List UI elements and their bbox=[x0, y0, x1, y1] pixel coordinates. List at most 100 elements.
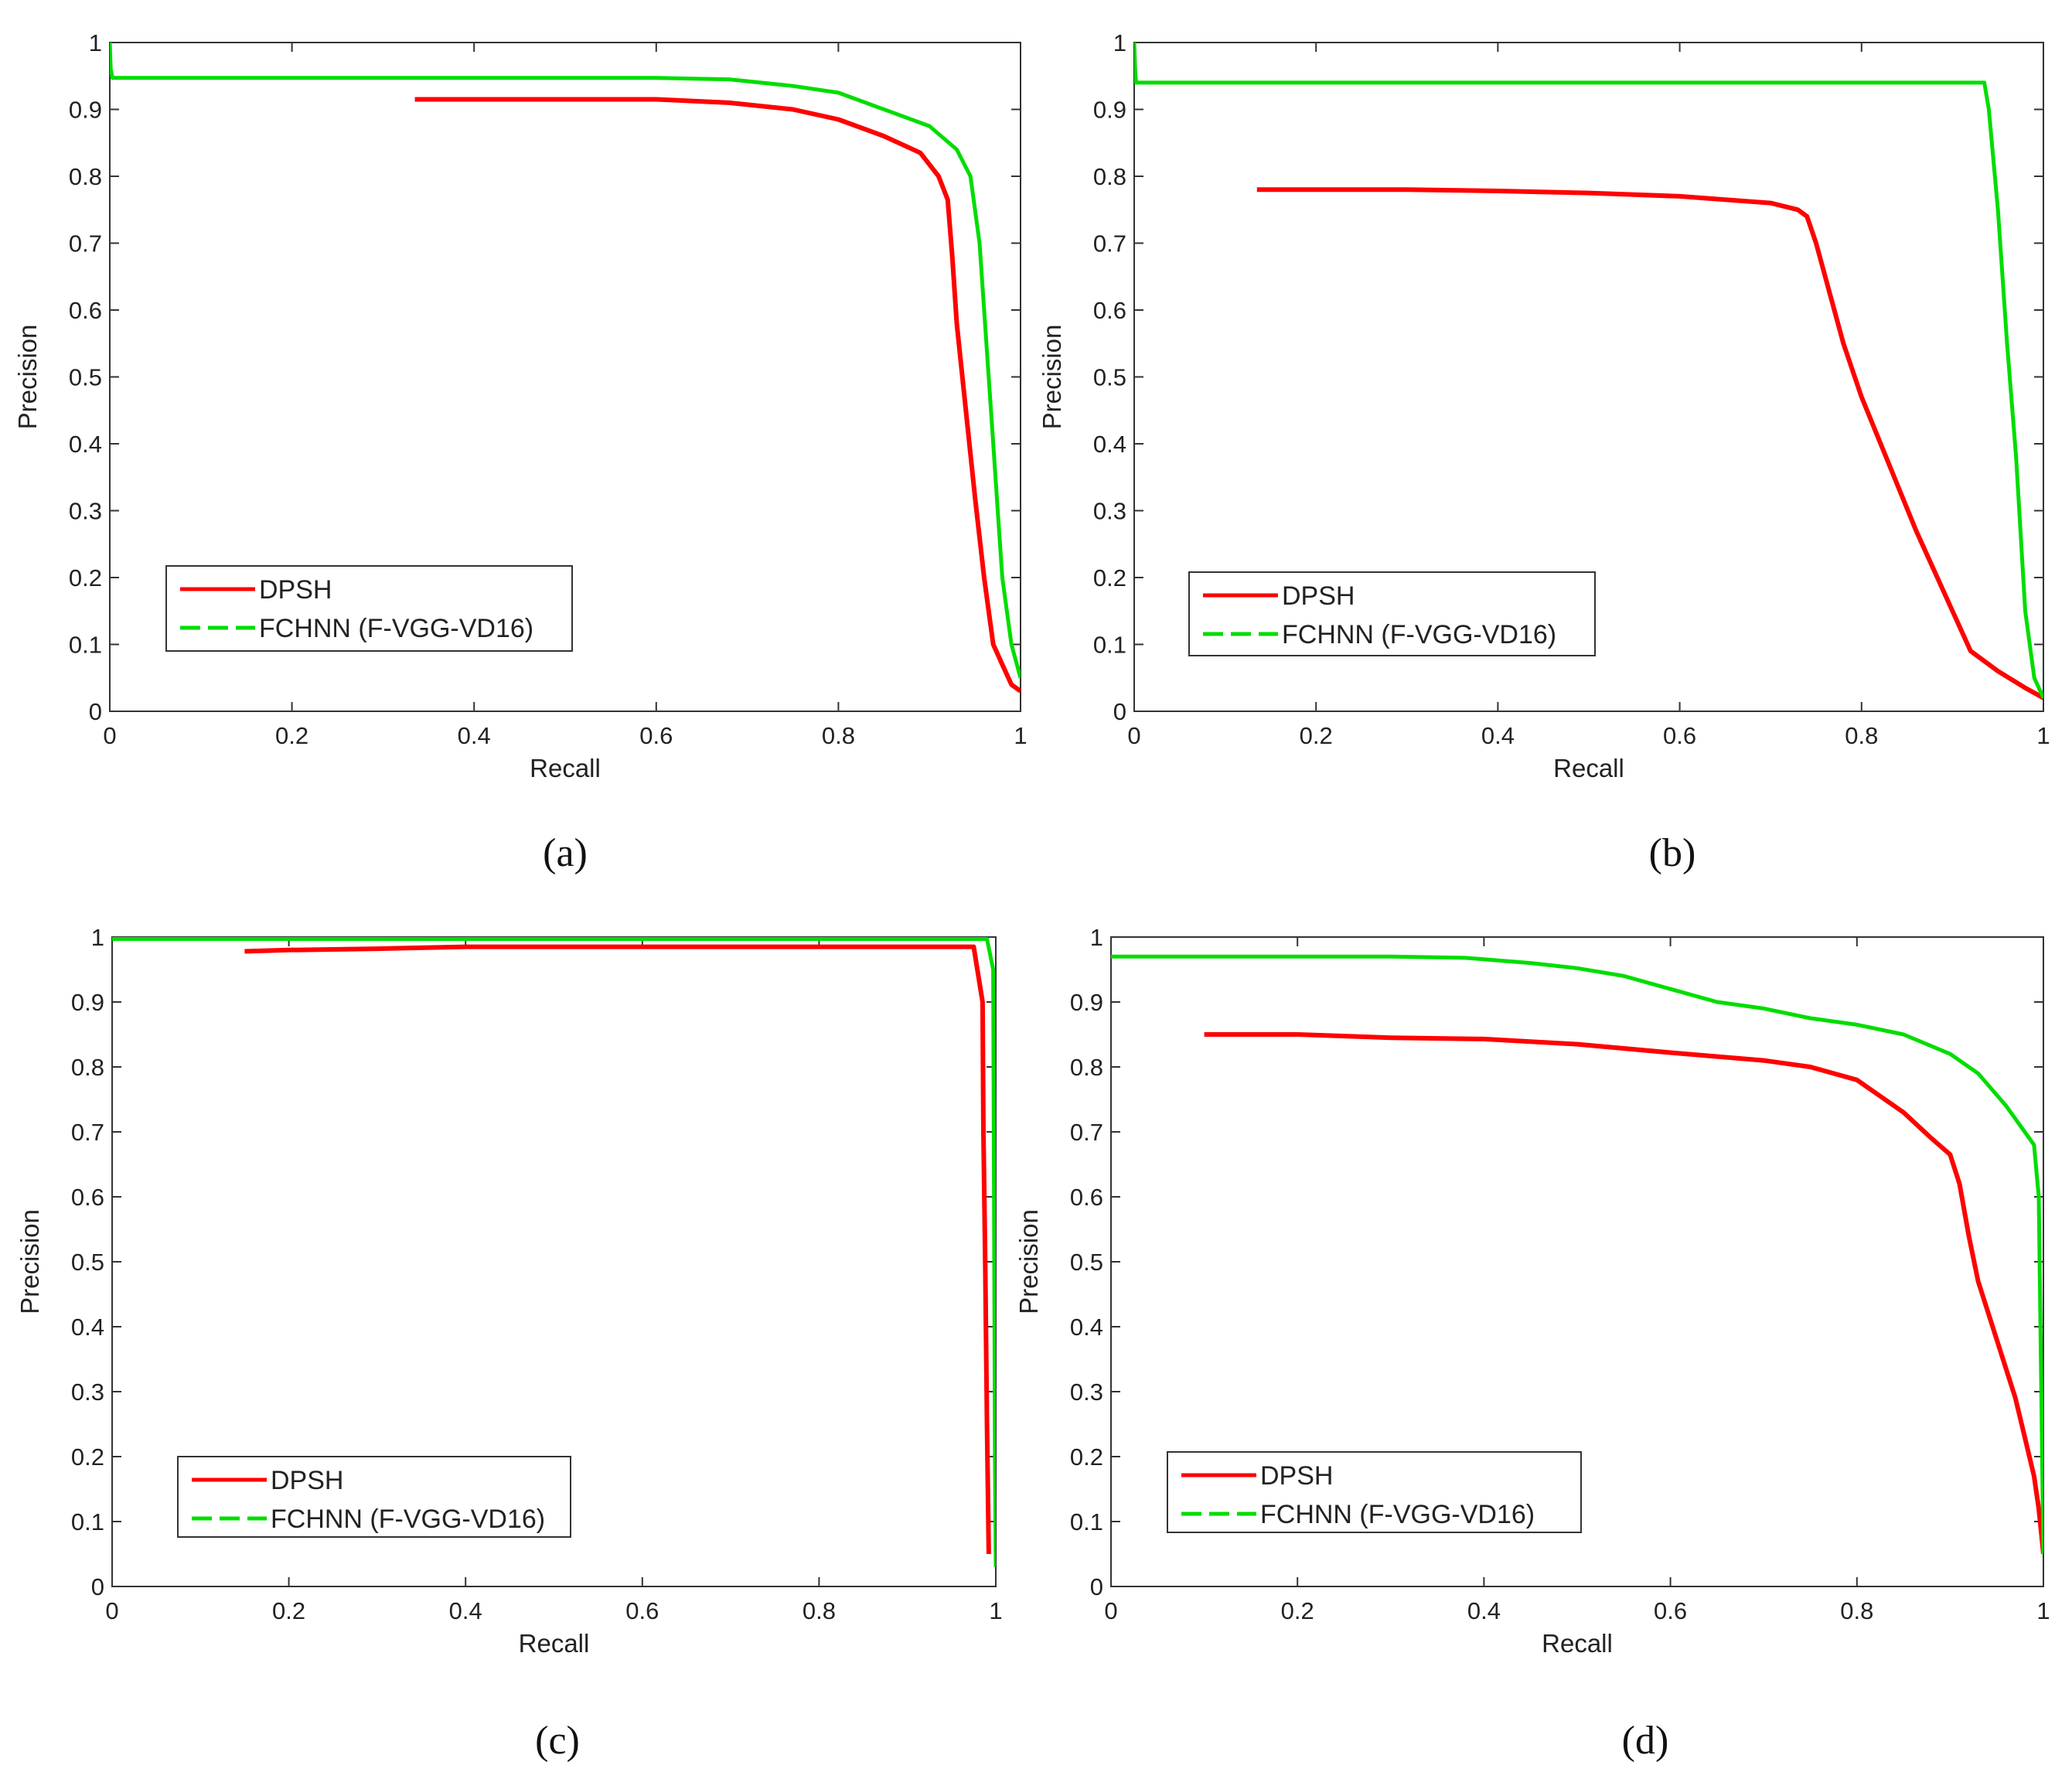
legend-entry-dpsh: DPSH bbox=[1260, 1461, 1333, 1491]
y-tick-label: 0.1 bbox=[1093, 632, 1126, 659]
y-tick-label: 0.6 bbox=[69, 297, 102, 324]
y-tick-label: 1 bbox=[91, 924, 104, 951]
series-line-dpsh bbox=[244, 944, 991, 1555]
legend: DPSH FCHNN (F-VGG-VD16) bbox=[177, 1456, 571, 1538]
legend-frame bbox=[1167, 1451, 1582, 1533]
y-tick-label: 0.9 bbox=[69, 97, 102, 124]
x-axis-label: Recall bbox=[519, 1629, 590, 1658]
x-axis-label: Recall bbox=[1542, 1629, 1613, 1658]
x-tick-label: 0.2 bbox=[1281, 1597, 1314, 1624]
x-tick-label: 0 bbox=[103, 722, 116, 749]
chart-panel-b: 0 0.2 0.4 0.6 0.8 1 0 0.1 0.2 0.3 0.4 0.5 0.6 0.7 0.8 0… bbox=[1038, 29, 2050, 875]
y-tick-label: 0.8 bbox=[1070, 1054, 1103, 1081]
legend: DPSH FCHNN (F-VGG-VD16) bbox=[165, 565, 573, 652]
chart-panel-d: 0 0.2 0.4 0.6 0.8 1 0 0.1 0.2 0.3 0.4 0.5 0.6 0.7 0.8 0… bbox=[1014, 924, 2050, 1763]
x-axis-label: Recall bbox=[530, 754, 601, 782]
y-tick-label: 0.3 bbox=[1070, 1379, 1103, 1406]
x-tick-label: 0 bbox=[1104, 1597, 1117, 1624]
y-tick-label: 0.1 bbox=[69, 632, 102, 659]
y-axis-label: Precision bbox=[1014, 1209, 1043, 1314]
legend-frame bbox=[177, 1456, 571, 1538]
panel-caption: (d) bbox=[1622, 1719, 1669, 1763]
legend-entry-fchnn: FCHNN (F-VGG-VD16) bbox=[271, 1505, 545, 1534]
x-tick-label: 0.2 bbox=[1300, 722, 1333, 749]
y-tick-label: 0.4 bbox=[71, 1314, 104, 1341]
chart-panel-a: 0 0.2 0.4 0.6 0.8 1 0 0.1 0.2 0.3 0.4 0.5 0.6 0.7 0.8 0… bbox=[13, 29, 1027, 875]
y-tick-label: 0.3 bbox=[69, 498, 102, 525]
legend-entry-dpsh: DPSH bbox=[271, 1466, 343, 1495]
y-tick-label: 0.5 bbox=[1070, 1249, 1103, 1276]
x-tick-label: 0.4 bbox=[449, 1597, 482, 1624]
x-axis-label: Recall bbox=[1553, 754, 1624, 782]
y-tick-label: 0.8 bbox=[69, 163, 102, 190]
y-tick-label: 0.7 bbox=[1070, 1119, 1103, 1146]
y-tick-label: 0.4 bbox=[69, 431, 102, 458]
x-tick-label: 0.4 bbox=[1467, 1597, 1501, 1624]
legend: DPSH FCHNN (F-VGG-VD16) bbox=[1167, 1451, 1582, 1533]
legend-entry-dpsh: DPSH bbox=[259, 575, 332, 605]
y-tick-label: 0.6 bbox=[1070, 1184, 1103, 1211]
series-line-fchnn bbox=[110, 43, 1021, 679]
y-tick-label: 0.9 bbox=[1093, 97, 1126, 124]
y-tick-label: 0 bbox=[1090, 1573, 1103, 1600]
x-tick-label: 1 bbox=[989, 1597, 1002, 1624]
y-axis-label: Precision bbox=[1038, 325, 1066, 430]
x-tick-label: 0 bbox=[1127, 722, 1140, 749]
series-line-fchnn bbox=[1134, 43, 2043, 699]
y-tick-label: 0 bbox=[91, 1573, 104, 1600]
y-tick-label: 0.4 bbox=[1070, 1314, 1103, 1341]
y-tick-label: 0.2 bbox=[69, 564, 102, 591]
y-tick-label: 1 bbox=[1113, 29, 1126, 56]
y-tick-label: 0.1 bbox=[71, 1508, 104, 1535]
y-tick-label: 0.3 bbox=[71, 1379, 104, 1406]
series-line-fchnn bbox=[112, 937, 996, 1567]
x-tick-label: 0 bbox=[105, 1597, 118, 1624]
y-tick-label: 0.2 bbox=[71, 1443, 104, 1471]
x-tick-label: 0.2 bbox=[272, 1597, 305, 1624]
legend-entry-dpsh: DPSH bbox=[1282, 581, 1355, 611]
x-tick-label: 0.8 bbox=[1840, 1597, 1873, 1624]
y-tick-label: 0.7 bbox=[69, 230, 102, 257]
y-tick-label: 0.9 bbox=[1070, 989, 1103, 1016]
y-tick-label: 0.2 bbox=[1070, 1443, 1103, 1471]
y-tick-label: 0.2 bbox=[1093, 564, 1126, 591]
x-tick-label: 0.6 bbox=[1654, 1597, 1687, 1624]
y-tick-label: 0 bbox=[1113, 698, 1126, 725]
x-tick-label: 0.6 bbox=[625, 1597, 659, 1624]
legend-frame bbox=[1188, 571, 1596, 656]
y-tick-label: 0.7 bbox=[71, 1119, 104, 1146]
y-tick-label: 0.6 bbox=[1093, 297, 1126, 324]
y-tick-label: 0.5 bbox=[69, 364, 102, 391]
x-tick-label: 0.4 bbox=[458, 722, 491, 749]
chart-panel-c: 0 0.2 0.4 0.6 0.8 1 0 0.1 0.2 0.3 0.4 0.5 0.6 0.7 0.8 0… bbox=[15, 924, 1003, 1763]
x-tick-label: 0.4 bbox=[1481, 722, 1515, 749]
x-tick-label: 0.8 bbox=[822, 722, 855, 749]
x-tick-label: 1 bbox=[2036, 1597, 2050, 1624]
y-tick-label: 0.5 bbox=[1093, 364, 1126, 391]
series-line-dpsh bbox=[1204, 1032, 2043, 1555]
panel-caption: (c) bbox=[535, 1719, 580, 1763]
y-tick-label: 0.5 bbox=[71, 1249, 104, 1276]
y-tick-label: 0.1 bbox=[1070, 1508, 1103, 1535]
y-tick-label: 1 bbox=[1090, 924, 1103, 951]
legend-entry-fchnn: FCHNN (F-VGG-VD16) bbox=[259, 614, 533, 643]
x-tick-label: 0.6 bbox=[639, 722, 673, 749]
legend-frame bbox=[165, 565, 573, 652]
y-tick-label: 0.9 bbox=[71, 989, 104, 1016]
x-tick-label: 0.8 bbox=[803, 1597, 836, 1624]
x-tick-label: 0.6 bbox=[1663, 722, 1696, 749]
x-tick-label: 0.8 bbox=[1845, 722, 1878, 749]
series-line-dpsh bbox=[1256, 187, 2043, 700]
y-tick-label: 0 bbox=[89, 698, 102, 725]
legend-entry-fchnn: FCHNN (F-VGG-VD16) bbox=[1282, 620, 1556, 649]
x-tick-label: 1 bbox=[2036, 722, 2050, 749]
y-tick-label: 0.3 bbox=[1093, 498, 1126, 525]
series-line-dpsh bbox=[414, 97, 1021, 694]
y-tick-label: 0.8 bbox=[1093, 163, 1126, 190]
panel-caption: (a) bbox=[543, 831, 588, 875]
panel-caption: (b) bbox=[1649, 831, 1696, 875]
legend-entry-fchnn: FCHNN (F-VGG-VD16) bbox=[1260, 1500, 1535, 1529]
series-line-fchnn bbox=[1111, 954, 2043, 1555]
y-tick-label: 1 bbox=[89, 29, 102, 56]
